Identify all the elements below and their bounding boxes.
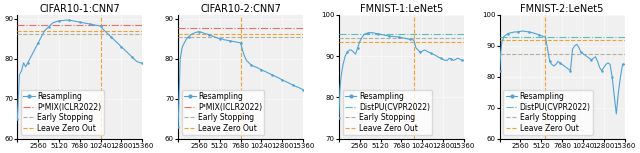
Title: FMNIST-2:LeNet5: FMNIST-2:LeNet5: [520, 4, 604, 14]
Legend: Resampling, P³MIX(ICLR2022), Early Stopping, Leave Zero Out: Resampling, P³MIX(ICLR2022), Early Stopp…: [182, 90, 264, 135]
Title: FMNIST-1:LeNet5: FMNIST-1:LeNet5: [360, 4, 443, 14]
Legend: Resampling, DistPU(CVPR2022), Early Stopping, Leave Zero Out: Resampling, DistPU(CVPR2022), Early Stop…: [342, 90, 432, 135]
Title: CIFAR10-1:CNN7: CIFAR10-1:CNN7: [40, 4, 120, 14]
Title: CIFAR10-2:CNN7: CIFAR10-2:CNN7: [200, 4, 281, 14]
Legend: Resampling, DistPU(CVPR2022), Early Stopping, Leave Zero Out: Resampling, DistPU(CVPR2022), Early Stop…: [504, 90, 593, 135]
Legend: Resampling, P³MIX(ICLR2022), Early Stopping, Leave Zero Out: Resampling, P³MIX(ICLR2022), Early Stopp…: [21, 90, 104, 135]
